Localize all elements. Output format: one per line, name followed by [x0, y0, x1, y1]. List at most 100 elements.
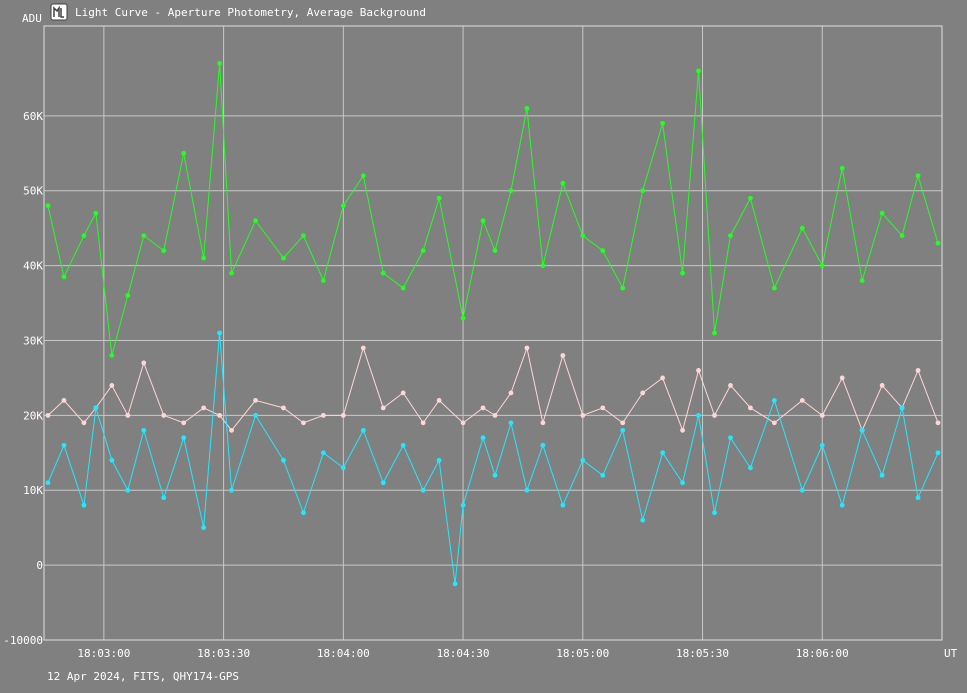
- data-point: [560, 180, 566, 186]
- series-2: [45, 330, 941, 587]
- data-point: [879, 472, 885, 478]
- data-point: [201, 255, 207, 261]
- data-point: [281, 255, 286, 261]
- data-point: [915, 368, 921, 373]
- data-point: [452, 581, 458, 587]
- data-point: [620, 285, 626, 291]
- data-point: [436, 195, 442, 201]
- data-point: [360, 427, 366, 433]
- y-tick-label: 0: [36, 559, 43, 572]
- data-point: [436, 457, 442, 463]
- data-point: [879, 383, 885, 388]
- series-0: [45, 61, 941, 358]
- data-point: [61, 442, 67, 448]
- data-point: [859, 427, 865, 433]
- data-point: [915, 495, 921, 501]
- data-point: [61, 274, 67, 280]
- data-point: [600, 472, 606, 478]
- data-point: [560, 502, 566, 508]
- data-point: [580, 233, 586, 239]
- data-point: [400, 285, 406, 291]
- data-point: [915, 173, 921, 179]
- data-point: [109, 383, 115, 388]
- title-bar: Light Curve - Aperture Photometry, Avera…: [50, 3, 426, 21]
- data-point: [799, 487, 805, 493]
- data-point: [524, 345, 530, 351]
- series-layer: [45, 61, 941, 587]
- data-point: [728, 435, 733, 441]
- data-point: [181, 150, 187, 156]
- data-point: [320, 450, 326, 456]
- data-point: [899, 405, 905, 411]
- data-point: [320, 412, 326, 418]
- data-point: [748, 405, 753, 411]
- data-point: [839, 502, 845, 508]
- data-point: [712, 510, 717, 516]
- series-line: [47, 346, 939, 432]
- data-point: [480, 218, 486, 224]
- data-point: [508, 420, 514, 426]
- data-point: [340, 203, 346, 209]
- data-point: [508, 390, 514, 396]
- footer-caption: 12 Apr 2024, FITS, QHY174-GPS: [47, 670, 239, 683]
- x-tick-label: 18:06:00: [796, 647, 849, 660]
- x-tick-label: 18:05:30: [676, 647, 729, 660]
- data-point: [580, 412, 586, 418]
- data-point: [696, 412, 701, 418]
- data-point: [640, 188, 646, 194]
- window-title: Light Curve - Aperture Photometry, Avera…: [75, 6, 426, 19]
- x-tick-labels: 18:03:00 18:03:30 18:04:00 18:04:30 18:05:00…: [77, 647, 848, 660]
- data-point: [229, 487, 234, 493]
- data-point: [81, 233, 87, 239]
- y-tick-labels: 60K 50K 40K 30K 20K 10K 0 -10000: [3, 110, 43, 647]
- series-1: [45, 345, 941, 433]
- data-point: [799, 225, 805, 231]
- data-point: [640, 517, 646, 523]
- grid-lines: [44, 26, 942, 641]
- data-point: [540, 420, 546, 426]
- data-point: [899, 233, 905, 239]
- data-point: [161, 248, 167, 254]
- data-point: [93, 210, 99, 216]
- data-point: [492, 412, 498, 418]
- data-point: [935, 420, 941, 426]
- data-point: [301, 233, 306, 239]
- series-line: [47, 332, 939, 584]
- data-point: [620, 427, 626, 433]
- data-point: [799, 397, 805, 403]
- data-point: [81, 420, 87, 426]
- data-point: [660, 375, 666, 381]
- plot-frame: [43, 25, 943, 641]
- data-point: [281, 457, 286, 463]
- data-point: [45, 480, 51, 486]
- data-point: [253, 412, 258, 418]
- y-tick-label: 50K: [23, 185, 43, 198]
- data-point: [400, 442, 406, 448]
- data-point: [460, 420, 466, 426]
- data-point: [109, 353, 115, 358]
- data-point: [819, 442, 825, 448]
- y-tick-label: 30K: [23, 334, 43, 347]
- data-point: [879, 210, 885, 216]
- data-point: [620, 420, 626, 426]
- data-point: [640, 390, 646, 396]
- data-point: [748, 465, 753, 471]
- data-point: [301, 510, 306, 516]
- data-point: [712, 330, 717, 336]
- data-point: [660, 450, 666, 456]
- data-point: [819, 412, 825, 418]
- data-point: [181, 435, 187, 441]
- x-tick-label: 18:03:00: [77, 647, 130, 660]
- data-point: [771, 397, 777, 403]
- data-point: [253, 397, 258, 403]
- data-point: [508, 188, 514, 194]
- y-tick-label: 60K: [23, 110, 43, 123]
- data-point: [524, 105, 530, 111]
- x-tick-label: 18:03:30: [197, 647, 250, 660]
- data-point: [380, 480, 386, 486]
- x-axis-label: UT: [944, 647, 958, 660]
- data-point: [580, 457, 586, 463]
- data-point: [201, 405, 207, 411]
- data-point: [217, 330, 223, 336]
